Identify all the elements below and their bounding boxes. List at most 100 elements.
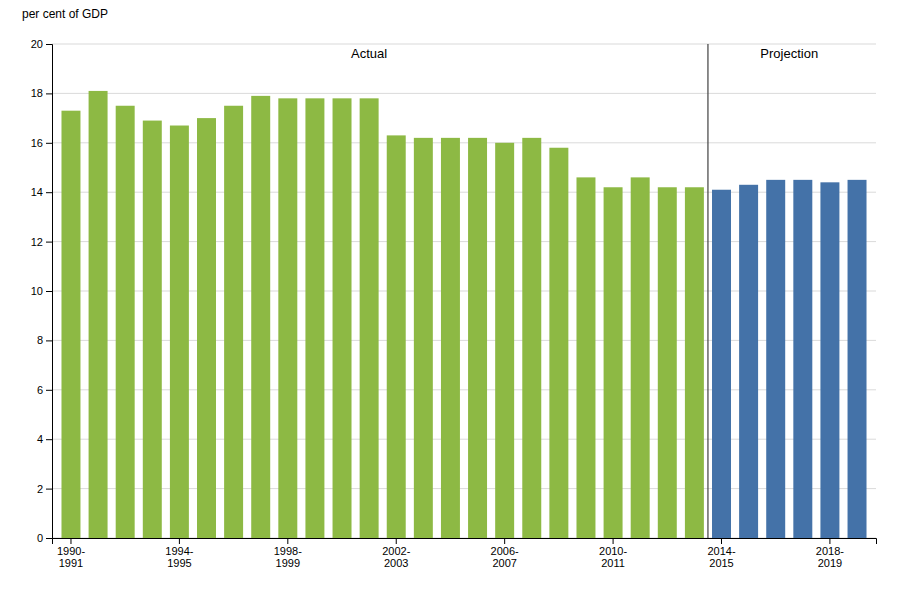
x-tick-label: 2014-2015	[707, 545, 735, 570]
divider-line	[707, 44, 708, 538]
annotation: Actual	[351, 46, 387, 61]
x-tick-mark	[179, 538, 180, 544]
x-tick-label-line: 2006-	[491, 545, 519, 557]
y-tick-mark	[46, 192, 52, 193]
y-tick-label: 12	[31, 236, 43, 248]
y-tick-mark	[46, 439, 52, 440]
bar	[522, 138, 541, 538]
bar	[441, 138, 460, 538]
x-tick-label: 2006-2007	[491, 545, 519, 570]
y-tick-label: 10	[31, 285, 43, 297]
bar	[224, 106, 243, 538]
y-tick-label: 14	[31, 186, 43, 198]
bar	[197, 118, 216, 538]
y-axis-line	[46, 45, 53, 539]
bar	[251, 96, 270, 538]
y-tick: 18	[31, 87, 52, 99]
x-tick-label: 2002-2003	[382, 545, 410, 570]
grid	[52, 44, 876, 538]
y-tick-mark	[46, 93, 52, 94]
y-tick-mark	[46, 340, 52, 341]
bar	[820, 182, 839, 538]
bar	[89, 91, 108, 538]
x-tick-label-line: 2003	[384, 557, 408, 569]
y-tick-mark	[46, 538, 52, 539]
x-tick: 2006-2007	[491, 538, 519, 569]
y-tick-mark	[46, 390, 52, 391]
bar	[387, 135, 406, 538]
x-tick-label: 2018-2019	[816, 545, 844, 570]
x-tick-label-line: 2014-	[707, 545, 735, 557]
y-tick-label: 18	[31, 87, 43, 99]
bar	[631, 177, 650, 538]
bar	[360, 98, 379, 538]
y-axis: 0 2 4 6 8 10 12 14 16 18 20	[31, 38, 53, 544]
y-tick: 12	[31, 236, 52, 248]
annotations: ActualProjection	[351, 46, 818, 61]
y-tick: 6	[37, 384, 52, 396]
bar	[414, 138, 433, 538]
y-tick: 4	[37, 433, 52, 445]
bar	[576, 177, 595, 538]
y-tick: 10	[31, 285, 52, 297]
x-tick-label-line: 2019	[818, 557, 842, 569]
y-tick-label: 20	[31, 38, 43, 50]
bar	[848, 180, 867, 538]
x-tick-mark	[287, 538, 288, 544]
bar	[766, 180, 785, 538]
x-tick-label-line: 1999	[276, 557, 300, 569]
bar	[116, 106, 135, 538]
bars	[61, 44, 866, 538]
x-tick-label-line: 2018-	[816, 545, 844, 557]
x-tick: 1998-1999	[274, 538, 302, 569]
x-tick-mark	[721, 538, 722, 544]
bar	[278, 98, 297, 538]
bar	[549, 148, 568, 538]
bar	[61, 111, 80, 538]
x-tick-mark	[613, 538, 614, 544]
x-tick-mark	[504, 538, 505, 544]
y-tick-mark	[46, 44, 52, 45]
y-tick: 0	[37, 532, 52, 544]
y-tick: 20	[31, 38, 52, 50]
x-tick-mark	[829, 538, 830, 544]
bar	[333, 98, 352, 538]
y-tick-label: 16	[31, 137, 43, 149]
x-tick-label: 1994-1995	[165, 545, 193, 570]
x-tick-label-line: 2002-	[382, 545, 410, 557]
bar	[143, 121, 162, 538]
y-tick-mark	[46, 143, 52, 144]
x-tick: 1994-1995	[165, 538, 193, 569]
plot: 0 2 4 6 8 10 12 14 16 18 20 1990-1991 1994-1995 1998-…	[31, 38, 877, 569]
bar	[712, 190, 731, 538]
grid-line	[52, 93, 876, 94]
y-tick-mark	[46, 489, 52, 490]
x-axis: 1990-1991 1994-1995 1998-1999 2002-2003 2006…	[53, 538, 877, 569]
x-tick-label: 1990-1991	[57, 545, 85, 570]
y-axis-title: per cent of GDP	[22, 7, 108, 21]
bar	[658, 187, 677, 538]
x-tick: 1990-1991	[57, 538, 85, 569]
x-tick: 2018-2019	[816, 538, 844, 569]
x-tick: 2002-2003	[382, 538, 410, 569]
bar	[495, 143, 514, 538]
y-tick-label: 8	[37, 334, 43, 346]
x-tick-label-line: 1990-	[57, 545, 85, 557]
y-tick: 14	[31, 186, 52, 198]
y-tick: 16	[31, 137, 52, 149]
x-tick-label-line: 1995	[167, 557, 191, 569]
x-tick-label-line: 1998-	[274, 545, 302, 557]
x-tick-label-line: 2010-	[599, 545, 627, 557]
x-tick-label: 2010-2011	[599, 545, 627, 570]
chart: 0 2 4 6 8 10 12 14 16 18 20 1990-1991 1994-1995 1998-…	[0, 0, 900, 594]
x-tick-label-line: 2011	[601, 557, 625, 569]
x-tick-label: 1998-1999	[274, 545, 302, 570]
bar	[468, 138, 487, 538]
y-tick-mark	[46, 291, 52, 292]
bar	[604, 187, 623, 538]
y-tick-label: 6	[37, 384, 43, 396]
x-axis-line	[53, 539, 877, 545]
x-tick-label-line: 1994-	[165, 545, 193, 557]
grid-line	[52, 44, 876, 45]
y-tick-label: 2	[37, 483, 43, 495]
